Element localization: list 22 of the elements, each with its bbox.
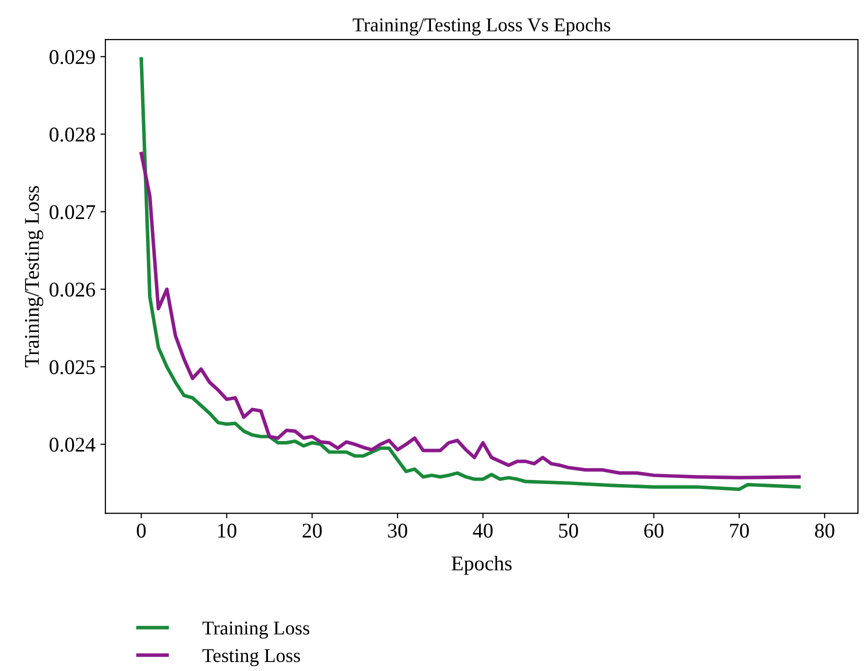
line-series: [140, 57, 801, 492]
y-tick-label: 0.028: [50, 128, 95, 142]
line-series: [140, 152, 801, 480]
y-axis-title: Training/Testing Loss: [24, 186, 44, 368]
x-tick-label: 20: [302, 524, 322, 538]
x-tick-label: 40: [472, 524, 493, 538]
x-tick-label: 30: [388, 524, 408, 538]
chart-title: Training/Testing Loss Vs Epochs: [352, 18, 610, 36]
x-tick-label: 60: [644, 524, 664, 538]
y-tick-label: 0.026: [50, 282, 96, 297]
legend-label: Testing Loss: [202, 649, 300, 666]
legend-label: Training Loss: [202, 622, 310, 639]
y-tick-label: 0.025: [50, 360, 95, 374]
x-tick-label: 50: [559, 524, 578, 538]
x-tick-label: 80: [815, 524, 834, 538]
x-tick-label: 0: [136, 524, 146, 538]
y-tick-label: 0.027: [50, 205, 96, 220]
y-tick-label: 0.024: [50, 438, 96, 452]
x-axis-title: Epochs: [452, 556, 512, 575]
x-tick-label: 10: [218, 524, 236, 538]
x-tick-label: 70: [730, 524, 749, 538]
y-tick-label: 0.029: [50, 50, 95, 64]
